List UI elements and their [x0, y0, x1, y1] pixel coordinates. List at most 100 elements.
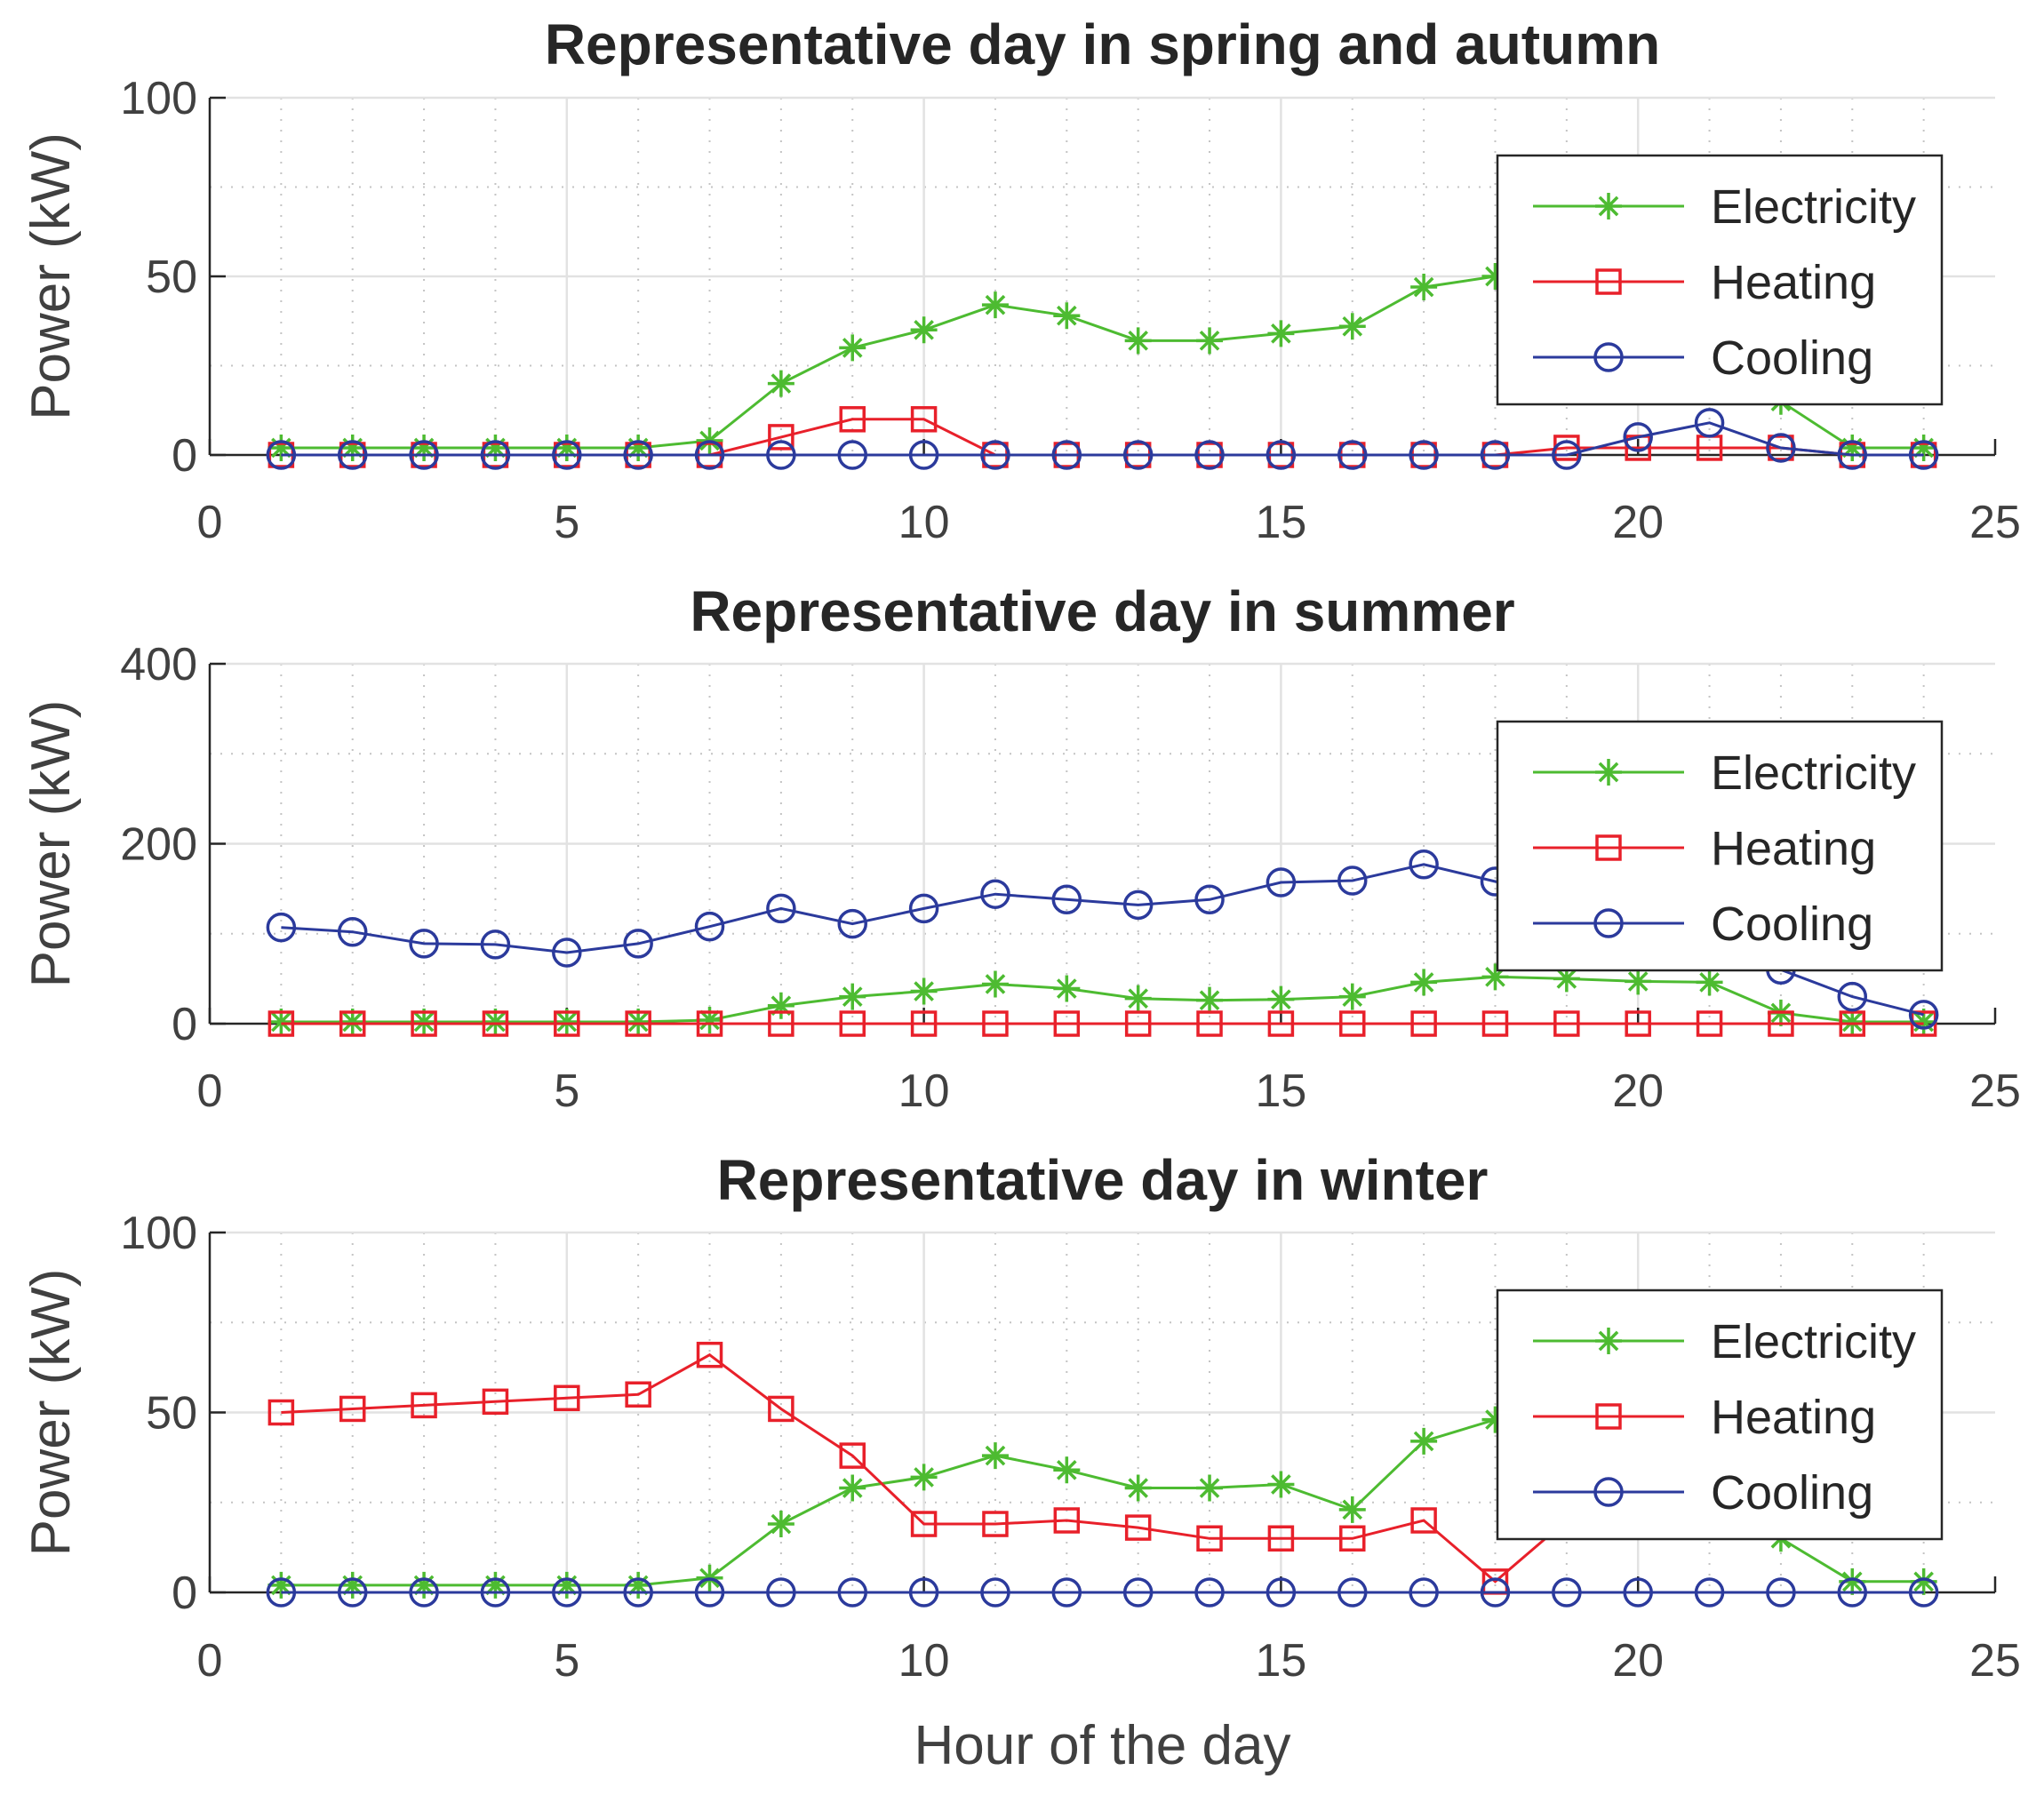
data-point-heating: [554, 1384, 580, 1412]
data-point-cooling: [837, 1577, 867, 1608]
data-point-cooling: [1122, 1577, 1154, 1608]
data-point-heating: [839, 1010, 866, 1037]
data-point-heating: [625, 1010, 651, 1037]
data-point-cooling: [1409, 440, 1439, 470]
y-tick-label: 100: [120, 73, 197, 124]
data-point-heating: [1124, 1010, 1152, 1037]
legend-label: Cooling: [1711, 331, 1873, 385]
data-point-cooling: [766, 893, 796, 924]
legend-item-electricity: Electricity: [1533, 746, 1916, 800]
data-point-cooling: [766, 1577, 796, 1608]
data-point-cooling: [480, 929, 511, 960]
data-point-heating: [1339, 1010, 1366, 1037]
data-point-heating: [1839, 1010, 1866, 1037]
y-tick-label: 50: [146, 1388, 197, 1440]
data-point-heating: [982, 1010, 1009, 1037]
data-point-electricity: [1410, 274, 1438, 301]
data-point-electricity: [1196, 986, 1224, 1014]
data-point-electricity: [339, 434, 366, 461]
data-point-heating: [910, 1010, 938, 1037]
data-point-cooling: [1908, 1000, 1939, 1030]
legend-item-cooling: Cooling: [1533, 1466, 1873, 1520]
legend-marker: [1595, 1328, 1622, 1354]
data-point-electricity: [1910, 434, 1937, 461]
legend-label: Heating: [1711, 1391, 1876, 1444]
legend-label: Heating: [1711, 822, 1876, 875]
data-point-electricity: [267, 1008, 295, 1035]
data-point-cooling: [1266, 440, 1297, 470]
x-tick-label: 10: [898, 1635, 950, 1687]
data-point-heating: [1053, 1010, 1081, 1037]
data-point-electricity: [839, 334, 866, 362]
y-tick-label: 0: [172, 430, 197, 482]
data-point-heating: [696, 1341, 723, 1368]
data-point-electricity: [910, 316, 938, 344]
data-point-cooling: [337, 440, 368, 470]
y-tick-label: 50: [146, 251, 197, 303]
legend: Electricity Heating Cooling: [1496, 154, 1944, 406]
data-point-electricity: [839, 983, 866, 1010]
data-point-cooling: [552, 937, 582, 968]
x-tick-label: 25: [1969, 497, 2021, 548]
legend-label: Cooling: [1711, 1466, 1873, 1520]
data-point-electricity: [1338, 983, 1366, 1010]
data-point-cooling: [980, 879, 1010, 909]
data-point-heating: [1124, 1514, 1152, 1541]
data-point-electricity: [553, 434, 580, 461]
legend-marker: [1593, 1477, 1624, 1507]
data-point-electricity: [339, 1571, 366, 1599]
legend-item-electricity: Electricity: [1533, 1315, 1916, 1368]
data-point-heating: [1053, 1507, 1081, 1534]
data-point-electricity: [1410, 969, 1438, 996]
data-point-cooling: [766, 440, 796, 470]
data-point-electricity: [1481, 963, 1509, 991]
data-point-electricity: [267, 1571, 295, 1599]
data-point-heating: [625, 1381, 651, 1408]
legend-item-heating: Heating: [1533, 822, 1876, 875]
chart-title: Representative day in winter: [717, 1148, 1489, 1212]
legend-marker: [1595, 1403, 1622, 1430]
data-point-cooling: [1051, 1577, 1082, 1608]
data-point-cooling: [552, 440, 582, 470]
legend-marker: [1595, 193, 1622, 219]
legend-label: Electricity: [1711, 746, 1916, 800]
data-point-cooling: [1194, 1577, 1225, 1608]
data-point-electricity: [1124, 985, 1152, 1012]
data-point-electricity: [1124, 1474, 1152, 1502]
data-point-electricity: [1839, 1008, 1866, 1035]
data-point-electricity: [1696, 969, 1723, 996]
x-tick-label: 20: [1612, 1065, 1664, 1117]
chart-panel-3: 0 5 10 15 20 25 0 50 100 Representative day in wi…: [20, 1148, 2021, 1687]
legend-label: Cooling: [1711, 898, 1873, 951]
data-point-cooling: [980, 1577, 1010, 1608]
data-point-cooling: [480, 1577, 511, 1608]
series-cooling: [266, 1577, 1939, 1608]
x-tick-label: 0: [197, 497, 223, 548]
data-point-heating: [1196, 1010, 1223, 1037]
data-point-electricity: [625, 1008, 652, 1035]
data-point-heating: [1196, 1525, 1223, 1552]
data-point-electricity: [1338, 313, 1366, 340]
data-point-heating: [554, 1010, 580, 1037]
data-point-cooling: [1766, 1577, 1796, 1608]
legend-marker: [1595, 268, 1622, 295]
data-point-heating: [910, 406, 938, 433]
chart-title: Representative day in spring and autumn: [545, 12, 1660, 76]
data-point-electricity: [625, 1571, 652, 1599]
x-tick-label: 25: [1969, 1065, 2021, 1117]
data-point-cooling: [1837, 981, 1868, 1012]
data-point-cooling: [1552, 440, 1582, 470]
chart-title: Representative day in summer: [690, 579, 1514, 643]
data-point-heating: [1267, 1010, 1295, 1037]
data-point-electricity: [696, 1006, 723, 1033]
data-point-heating: [1481, 1010, 1509, 1037]
data-point-cooling: [409, 929, 439, 959]
legend-item-heating: Heating: [1533, 1391, 1876, 1444]
data-point-cooling: [623, 929, 653, 959]
series-electricity: [267, 963, 1937, 1035]
legend-item-heating: Heating: [1533, 256, 1876, 309]
data-point-cooling: [1266, 1577, 1297, 1608]
x-tick-label: 25: [1969, 1635, 2021, 1687]
data-point-cooling: [1694, 408, 1725, 438]
y-tick-label: 0: [172, 999, 197, 1050]
